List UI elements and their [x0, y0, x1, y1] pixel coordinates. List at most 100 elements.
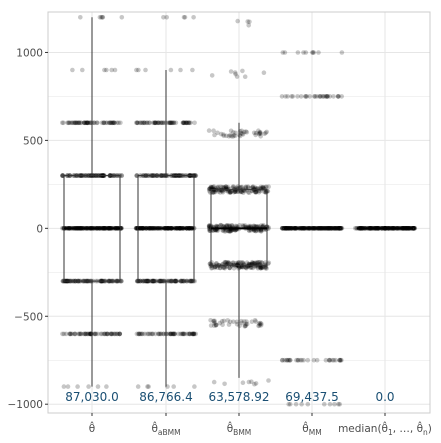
data-point — [248, 265, 253, 270]
data-point — [141, 120, 147, 126]
data-point — [72, 120, 77, 126]
mse-label: 0.0 — [375, 390, 394, 404]
data-point — [263, 266, 268, 271]
data-point — [208, 184, 214, 190]
data-point — [237, 185, 242, 191]
data-point — [211, 318, 216, 324]
data-point — [230, 260, 236, 266]
data-point — [76, 120, 82, 126]
data-point — [83, 331, 88, 337]
data-point — [180, 120, 186, 126]
data-point — [238, 189, 243, 195]
data-point — [244, 187, 250, 193]
data-point — [165, 120, 171, 126]
data-point — [279, 226, 285, 231]
data-point — [295, 357, 301, 363]
data-point — [85, 331, 91, 337]
data-point — [78, 331, 84, 337]
data-point — [240, 132, 246, 137]
data-point — [190, 331, 195, 337]
data-point — [251, 223, 257, 229]
data-point — [100, 14, 105, 20]
data-point — [119, 173, 124, 178]
data-point — [153, 120, 158, 126]
data-point — [231, 184, 237, 190]
data-point — [243, 265, 249, 270]
data-point — [338, 226, 344, 231]
data-point — [61, 331, 67, 337]
data-point — [215, 130, 220, 136]
data-point — [222, 264, 228, 270]
data-point — [254, 260, 259, 266]
data-point — [69, 331, 75, 337]
data-point — [217, 320, 223, 326]
data-point — [219, 184, 225, 190]
data-point — [182, 14, 188, 20]
data-point — [233, 71, 238, 77]
data-point — [111, 120, 117, 126]
data-point — [226, 260, 231, 265]
data-point — [324, 94, 330, 99]
data-point — [113, 331, 119, 337]
data-point — [191, 331, 197, 337]
data-point — [72, 331, 77, 337]
data-point — [88, 331, 93, 337]
data-point — [161, 331, 166, 337]
data-point — [324, 94, 330, 99]
data-point — [239, 189, 245, 194]
data-point — [228, 128, 234, 134]
data-point — [178, 331, 183, 337]
data-point — [280, 226, 286, 231]
data-point — [214, 261, 219, 266]
data-point — [250, 184, 255, 190]
data-point — [225, 318, 230, 323]
data-point — [295, 94, 300, 99]
data-point — [339, 94, 345, 99]
x-axis: θ̂ θ̂aBMM θ̂BMM θ̂MM median(θ̂1, …, θ̂n) — [89, 413, 432, 437]
data-point — [208, 190, 213, 195]
data-point — [81, 331, 86, 337]
data-point — [237, 323, 242, 329]
x-tick-label: median(θ̂1, …, θ̂n) — [338, 421, 432, 437]
data-point — [263, 264, 269, 270]
data-point — [208, 185, 214, 190]
data-point — [249, 259, 255, 265]
data-point — [222, 259, 228, 265]
data-point — [236, 261, 241, 266]
data-point — [164, 14, 169, 20]
data-point — [241, 264, 247, 270]
data-point — [220, 262, 225, 268]
data-point — [158, 120, 164, 126]
data-point — [98, 331, 104, 337]
data-point — [134, 331, 140, 337]
data-point — [323, 357, 329, 363]
data-point — [312, 94, 317, 99]
data-point — [102, 331, 107, 337]
data-point — [206, 128, 212, 133]
mse-label: 86,766.4 — [139, 390, 192, 404]
data-point — [213, 187, 218, 193]
data-point — [191, 331, 197, 337]
data-point — [168, 120, 174, 126]
data-point — [231, 319, 236, 325]
data-point — [293, 401, 299, 407]
data-point — [70, 67, 75, 73]
data-point — [144, 120, 150, 126]
data-point — [107, 120, 112, 126]
data-point — [290, 94, 296, 99]
data-point — [311, 50, 317, 55]
data-point — [158, 331, 163, 337]
data-point — [253, 130, 259, 136]
data-point — [105, 331, 110, 337]
data-point — [101, 120, 106, 126]
data-point — [238, 130, 244, 136]
data-point — [140, 120, 145, 126]
data-point — [215, 228, 220, 233]
data-point — [253, 319, 259, 324]
data-point — [95, 384, 101, 389]
data-point — [246, 185, 251, 190]
data-point — [92, 120, 97, 126]
data-point — [411, 226, 417, 231]
